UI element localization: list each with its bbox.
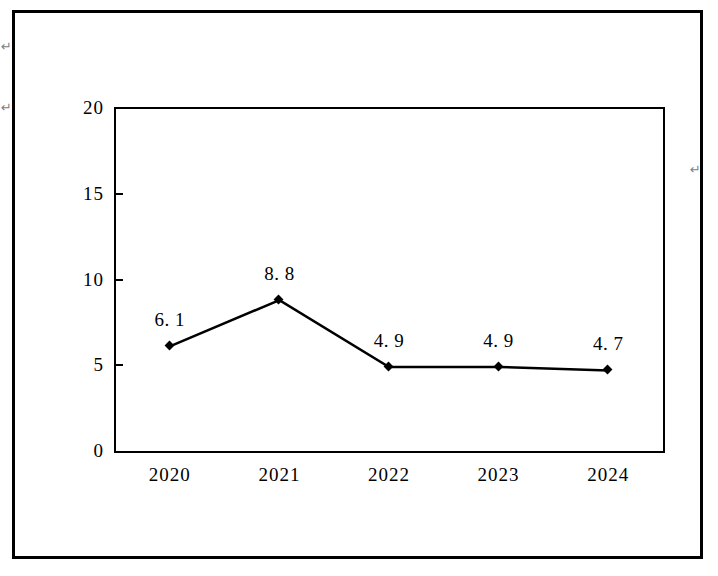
data-point-label: 6. 1 bbox=[135, 307, 205, 333]
data-point-label: 4. 9 bbox=[464, 328, 534, 354]
document-page: ↵ ↵ ↵ 05101520202020212022202320246. 18.… bbox=[0, 0, 718, 576]
data-point-label: 4. 7 bbox=[573, 331, 643, 357]
chart-line bbox=[0, 0, 718, 576]
line-chart: 05101520202020212022202320246. 18. 84. 9… bbox=[0, 0, 718, 576]
data-point-label: 4. 9 bbox=[354, 328, 424, 354]
data-point-label: 8. 8 bbox=[244, 261, 314, 287]
